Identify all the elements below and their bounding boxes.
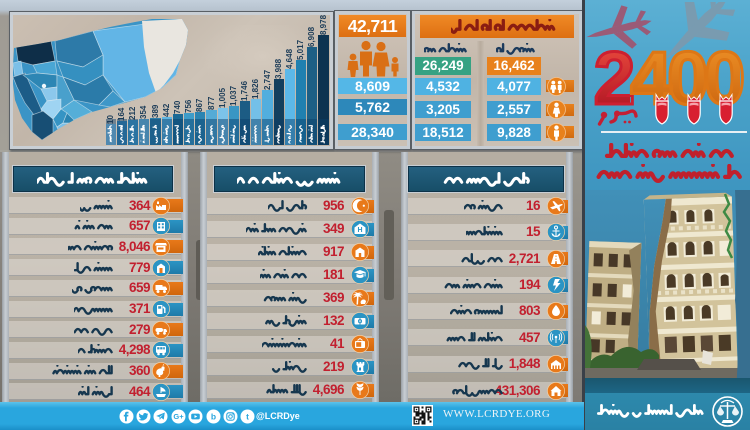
svg-text:b: b [210,412,215,422]
svg-text:t: t [246,412,249,422]
svg-text:G+: G+ [173,412,184,421]
svg-text:H: H [357,227,362,234]
